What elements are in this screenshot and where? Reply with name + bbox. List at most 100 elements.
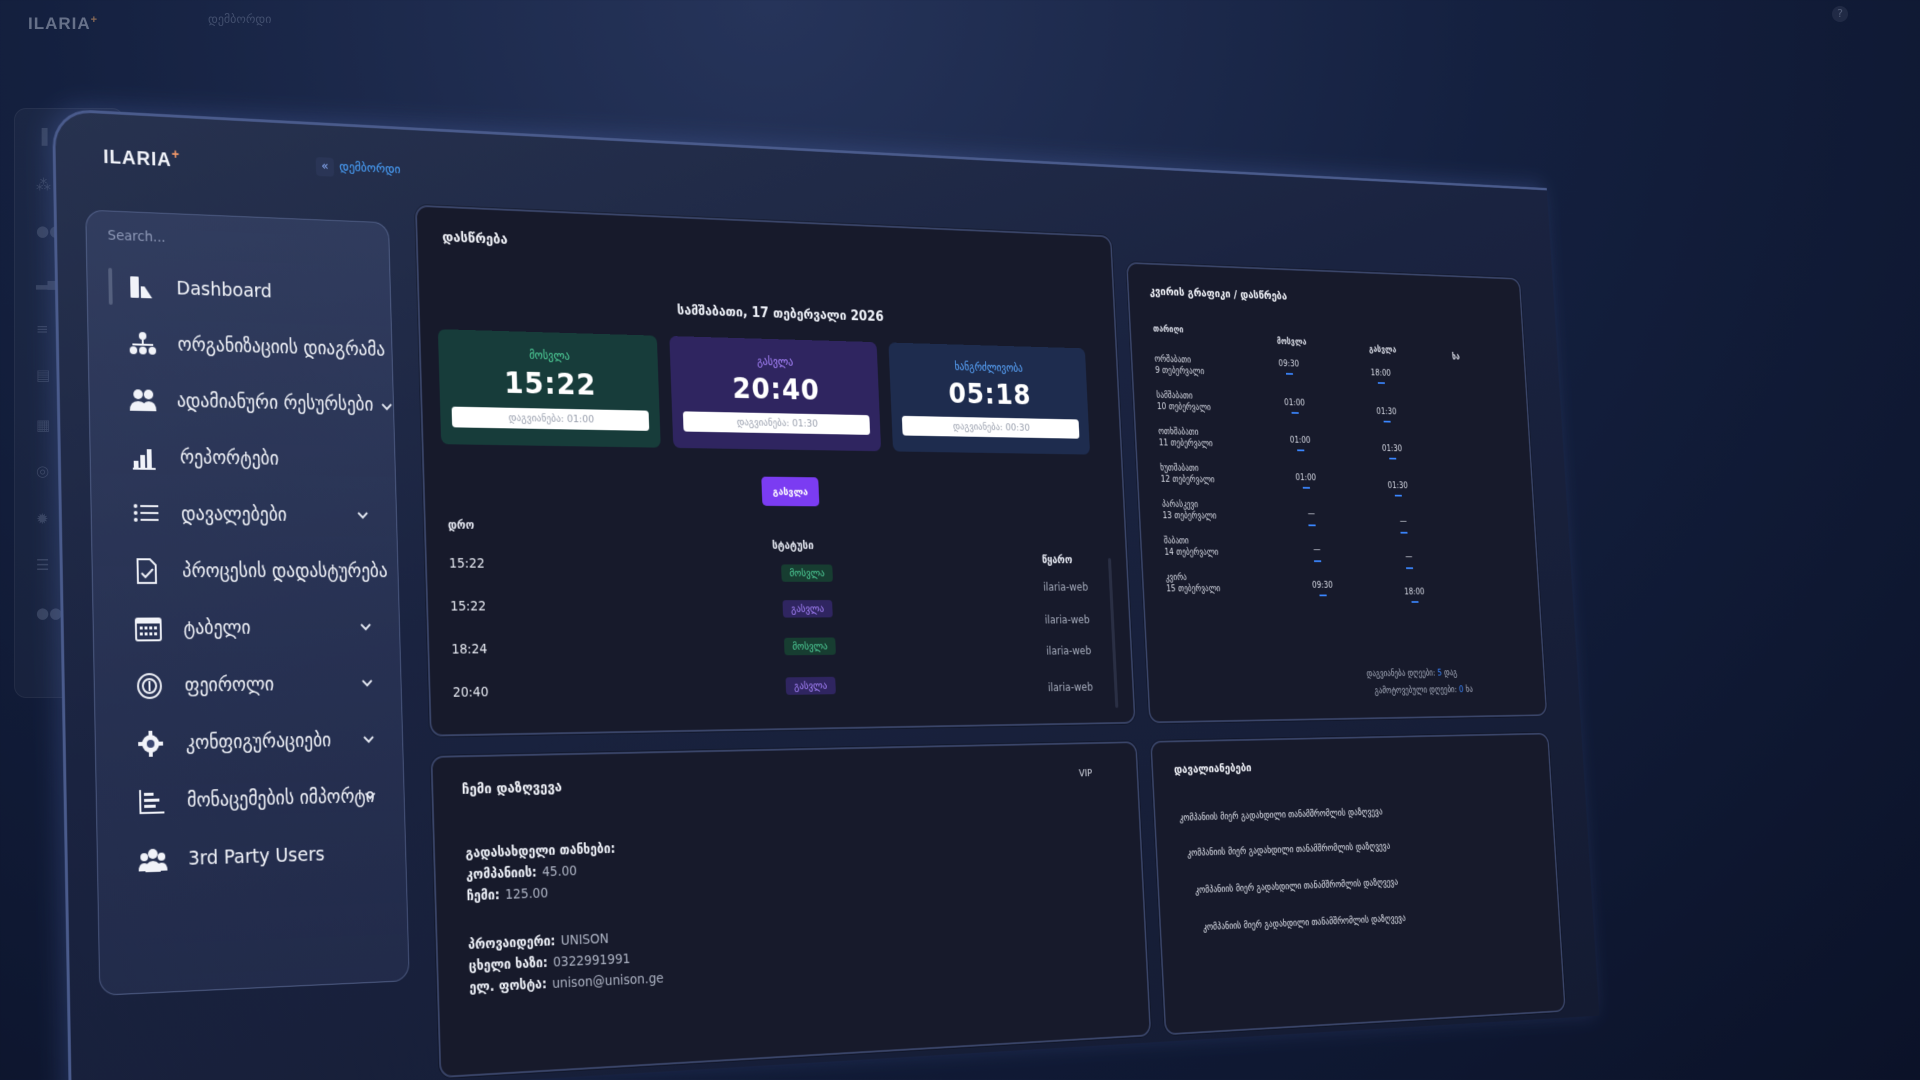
log-source: ilaria-web <box>1046 644 1091 657</box>
email-link[interactable]: unison@unison.ge <box>552 971 664 992</box>
duration-time: 05:18 <box>890 375 1088 413</box>
table-row: შაბათი 14 თებერვალი — — <box>1163 532 1532 569</box>
table-row: 20:40 გასვლა ilaria-web <box>452 668 1110 714</box>
debts-title: დავალიანებები <box>1174 762 1252 777</box>
weekday-cell: ოთხშაბათი 11 თებერვალი <box>1158 426 1213 449</box>
in-dash <box>1297 449 1304 451</box>
out-dash <box>1384 421 1391 423</box>
list-item[interactable]: კომპანიის მიერ გადახდილი თანამშრომლის და… <box>1203 913 1406 933</box>
list-item[interactable]: კომპანიის მიერ გადახდილი თანამშრომლის და… <box>1187 841 1391 859</box>
payroll-icon <box>133 671 166 701</box>
sidebar-item-data-import[interactable]: მონაცემების იმპორტი <box>96 767 404 832</box>
duration-card: ხანგრძლივობა 05:18 დაგვიანება: 00:30 <box>888 343 1090 455</box>
collapse-sidebar-button[interactable]: « <box>316 157 334 177</box>
background-topbar: ILARIA+ დემბორდი ? <box>0 0 1920 46</box>
sidebar-item-label: ტაბელი <box>183 617 251 639</box>
company-amount: კომპანიის: 45.00 <box>466 864 577 883</box>
in-cell: 09:30 <box>1308 581 1337 590</box>
import-icon: ☰ <box>36 556 60 574</box>
weekday-cell: კვირა 15 თებერვალი <box>1165 572 1220 595</box>
in-cell: — <box>1297 509 1326 519</box>
in-dash <box>1308 524 1315 526</box>
chevron-down-icon <box>364 787 377 801</box>
table-row: პარასკევი 13 თებერვალი — — <box>1162 496 1531 535</box>
in-cell: 01:00 <box>1286 436 1315 446</box>
in-cell: 01:00 <box>1291 473 1320 483</box>
sidebar-item-label: 3rd Party Users <box>188 844 325 870</box>
out-cell: 01:30 <box>1384 481 1412 491</box>
attendance-scrollbar[interactable] <box>1108 558 1118 708</box>
vip-badge: VIP <box>1079 767 1093 779</box>
weekly-title: კვირის გრაფიკი / დასწრება <box>1149 285 1287 303</box>
sidebar-item-payroll[interactable]: ფეიროლი <box>94 655 401 716</box>
column-header-time: დრო <box>448 518 475 531</box>
chevron-down-icon <box>380 398 393 412</box>
out-cell: — <box>1389 517 1417 526</box>
sidebar-item-3rd-party-users[interactable]: 3rd Party Users <box>97 824 406 891</box>
list-item[interactable]: კომპანიის მიერ გადახდილი თანამშრომლის და… <box>1195 877 1398 896</box>
sidebar-item-org-chart[interactable]: ორგანიზაციის დიაგრამა <box>88 314 392 378</box>
out-dash <box>1411 601 1418 603</box>
check-out-card: გასვლა 20:40 დაგვიანება: 01:30 <box>669 336 881 451</box>
breadcrumb-back-link[interactable]: დემბორდი <box>339 160 401 177</box>
bar-chart-icon <box>129 442 162 472</box>
chevron-down-icon <box>362 731 375 745</box>
log-source: ilaria-web <box>1048 681 1094 694</box>
check-in-card: მოსვლა 15:22 დაგვიანება: 01:00 <box>438 329 661 448</box>
out-dash <box>1378 382 1385 384</box>
in-dash <box>1319 595 1326 597</box>
weekday-cell: ხუთშაბათი 12 თებერვალი <box>1160 463 1215 486</box>
attendance-title: დასწრება <box>442 228 508 247</box>
table-row: 18:24 მოსვლა ilaria-web <box>451 628 1108 670</box>
in-dash <box>1303 487 1310 489</box>
status-badge: გასვლა <box>782 600 832 618</box>
background-back-link: დემბორდი <box>208 12 271 26</box>
table-row: 15:22 გასვლა ilaria-web <box>450 589 1106 628</box>
sidebar-nav: Dashboard ორგანიზაციის დიაგრამა ადამიანუ… <box>87 257 406 891</box>
column-header-date: თარიღი <box>1153 325 1184 335</box>
in-dash <box>1314 560 1321 562</box>
logo-star-icon: + <box>171 146 180 162</box>
sidebar-item-process-approval[interactable]: პროცესის დადასტურება <box>92 542 398 600</box>
out-cell: — <box>1395 552 1423 561</box>
out-cell: 01:30 <box>1378 444 1406 454</box>
sidebar-item-label: ადამიანური რესურსები <box>177 390 374 415</box>
status-badge: მოსვლა <box>784 637 836 655</box>
list-item[interactable]: კომპანიის მიერ გადახდილი თანამშრომლის და… <box>1179 807 1383 824</box>
people-icon <box>128 385 159 415</box>
help-icon[interactable]: ? <box>1832 6 1848 22</box>
check-in-time: 15:22 <box>439 363 659 404</box>
late-days-summary: დაგვიანება დღეები: 5 დაგ <box>1366 668 1457 678</box>
out-cell: 01:30 <box>1372 407 1400 417</box>
document-check-icon <box>131 556 164 586</box>
email: ელ. ფოსტა: unison@unison.ge <box>469 971 664 996</box>
sidebar-item-reports[interactable]: რეპორტები <box>90 428 395 488</box>
sidebar-item-dashboard[interactable]: Dashboard <box>87 257 391 323</box>
sidebar-item-label: პროცესის დადასტურება <box>182 560 388 582</box>
log-source: ilaria-web <box>1045 614 1090 627</box>
sidebar-item-label: რეპორტები <box>180 447 279 470</box>
search-input[interactable] <box>107 223 370 258</box>
chevron-down-icon <box>356 507 369 521</box>
out-dash <box>1395 495 1402 497</box>
sidebar-item-timesheet[interactable]: ტაბელი <box>93 599 400 658</box>
weekday-cell: პარასკევი 13 თებერვალი <box>1162 499 1217 522</box>
status-badge: გასვლა <box>785 677 835 695</box>
provider: პროვაიდერი: UNISON <box>468 931 609 953</box>
log-time: 15:22 <box>450 599 486 614</box>
payroll-icon: ◎ <box>36 462 60 480</box>
sidebar-item-tasks[interactable]: დავალებები <box>91 485 397 544</box>
list-icon <box>130 499 163 529</box>
sidebar-item-configurations[interactable]: კონფიგურაციები <box>95 711 403 774</box>
chevron-down-icon <box>359 619 372 633</box>
attendance-date: სამშაბათი, 17 თებერვალი 2026 <box>419 293 1114 332</box>
sidebar-item-label: ფეიროლი <box>184 674 274 697</box>
check-out-label: გასვლა <box>670 352 878 370</box>
log-time: 15:22 <box>449 556 485 571</box>
gear-icon <box>134 729 167 760</box>
weekday-cell: შაბათი 14 თებერვალი <box>1164 536 1219 559</box>
in-dash <box>1292 412 1299 414</box>
sidebar-item-human-resources[interactable]: ადამიანური რესურსები <box>89 371 394 433</box>
users-group-icon <box>136 844 169 875</box>
check-out-button[interactable]: გასვლა <box>761 477 819 507</box>
